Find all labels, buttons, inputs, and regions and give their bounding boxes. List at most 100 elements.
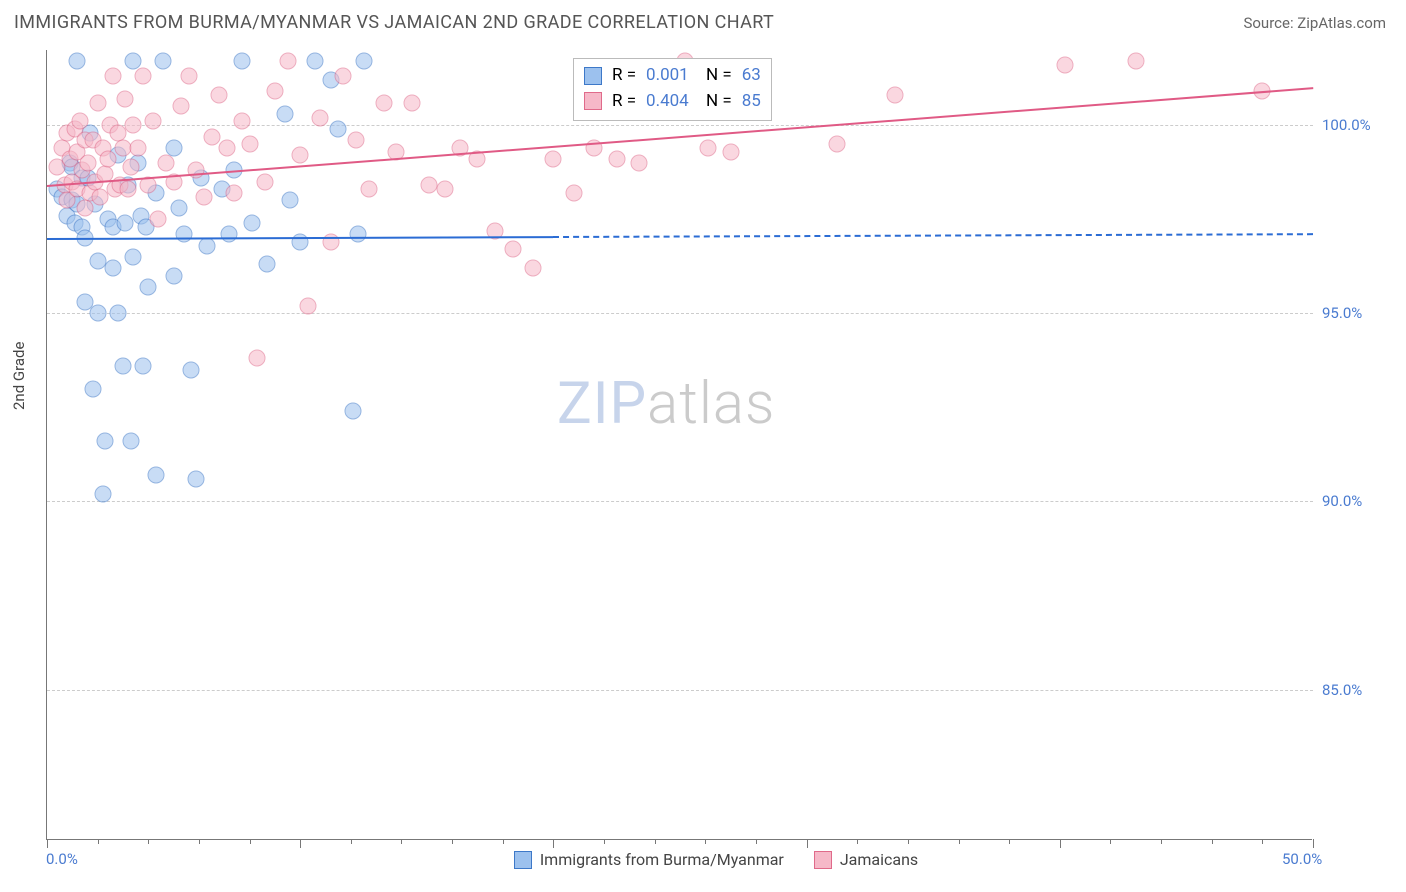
data-point xyxy=(109,305,126,322)
data-point xyxy=(203,128,220,145)
data-point xyxy=(122,433,139,450)
data-point xyxy=(266,83,283,100)
data-point xyxy=(125,248,142,265)
data-point xyxy=(120,181,137,198)
data-point xyxy=(699,139,716,156)
data-point xyxy=(198,237,215,254)
stats-row: R =0.001N =63 xyxy=(584,63,761,89)
stats-row: R =0.404N =85 xyxy=(584,89,761,115)
x-tick xyxy=(199,839,200,844)
data-point xyxy=(221,226,238,243)
data-point xyxy=(887,87,904,104)
data-point xyxy=(147,467,164,484)
y-tick-label: 90.0% xyxy=(1322,492,1362,510)
data-point xyxy=(89,305,106,322)
data-point xyxy=(79,154,96,171)
data-point xyxy=(180,68,197,85)
legend-item: Immigrants from Burma/Myanmar xyxy=(514,850,784,869)
data-point xyxy=(158,154,175,171)
x-tick xyxy=(1212,839,1213,844)
x-tick xyxy=(1161,839,1162,844)
data-point xyxy=(292,147,309,164)
data-point xyxy=(170,200,187,217)
legend: Immigrants from Burma/Myanmar Jamaicans xyxy=(46,850,1386,869)
legend-swatch xyxy=(514,851,532,869)
legend-item: Jamaicans xyxy=(814,850,918,869)
data-point xyxy=(828,136,845,153)
x-tick xyxy=(250,839,251,844)
r-label: R = xyxy=(612,63,636,89)
data-point xyxy=(722,143,739,160)
x-tick xyxy=(959,839,960,844)
legend-swatch xyxy=(584,67,602,85)
data-point xyxy=(71,113,88,130)
data-point xyxy=(104,68,121,85)
x-tick xyxy=(655,839,656,844)
data-point xyxy=(188,470,205,487)
x-tick xyxy=(807,839,808,848)
legend-swatch xyxy=(814,851,832,869)
y-tick-label: 95.0% xyxy=(1322,304,1362,322)
x-tick xyxy=(452,839,453,844)
x-tick xyxy=(47,839,48,848)
gridline-h xyxy=(47,690,1313,691)
x-tick xyxy=(553,839,554,848)
data-point xyxy=(335,68,352,85)
legend-swatch xyxy=(584,92,602,110)
data-point xyxy=(259,256,276,273)
trend-line xyxy=(553,233,1313,238)
data-point xyxy=(330,121,347,138)
x-tick xyxy=(98,839,99,844)
data-point xyxy=(565,184,582,201)
data-point xyxy=(436,181,453,198)
chart-title: IMMIGRANTS FROM BURMA/MYANMAR VS JAMAICA… xyxy=(14,12,774,33)
data-point xyxy=(125,117,142,134)
x-tick-label: 0.0% xyxy=(46,850,78,868)
source-label: Source: ZipAtlas.com xyxy=(1243,14,1386,32)
data-point xyxy=(545,151,562,168)
r-label: R = xyxy=(612,89,636,115)
data-point xyxy=(282,192,299,209)
data-point xyxy=(218,139,235,156)
gridline-h xyxy=(47,501,1313,502)
data-point xyxy=(1127,53,1144,70)
x-tick xyxy=(908,839,909,844)
data-point xyxy=(173,98,190,115)
data-point xyxy=(89,94,106,111)
data-point xyxy=(195,188,212,205)
data-point xyxy=(244,215,261,232)
x-tick xyxy=(300,839,301,848)
x-tick xyxy=(1060,839,1061,848)
data-point xyxy=(241,136,258,153)
data-point xyxy=(312,109,329,126)
data-point xyxy=(307,53,324,70)
data-point xyxy=(504,241,521,258)
x-tick xyxy=(1262,839,1263,844)
x-tick xyxy=(351,839,352,844)
data-point xyxy=(183,361,200,378)
x-tick xyxy=(1313,839,1314,848)
data-point xyxy=(347,132,364,149)
data-point xyxy=(1056,57,1073,74)
data-point xyxy=(249,350,266,367)
data-point xyxy=(421,177,438,194)
data-point xyxy=(525,260,542,277)
data-point xyxy=(135,358,152,375)
y-tick-label: 85.0% xyxy=(1322,681,1362,699)
data-point xyxy=(277,105,294,122)
data-point xyxy=(150,211,167,228)
data-point xyxy=(69,53,86,70)
n-label: N = xyxy=(706,89,732,115)
watermark: ZIPatlas xyxy=(557,370,775,438)
x-tick xyxy=(503,839,504,844)
data-point xyxy=(403,94,420,111)
gridline-h xyxy=(47,313,1313,314)
data-point xyxy=(155,53,172,70)
data-point xyxy=(211,87,228,104)
r-value: 0.001 xyxy=(646,63,696,89)
data-point xyxy=(355,53,372,70)
x-tick xyxy=(604,839,605,844)
data-point xyxy=(99,151,116,168)
data-point xyxy=(233,113,250,130)
x-tick xyxy=(1009,839,1010,844)
